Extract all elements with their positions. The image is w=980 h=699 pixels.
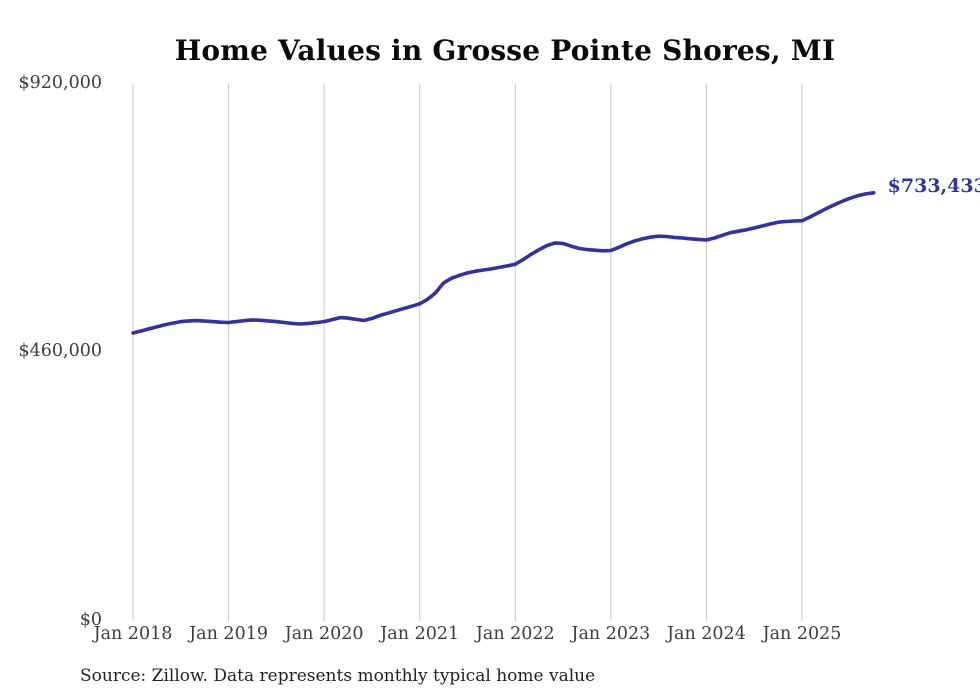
- y-tick-label: $920,000: [18, 73, 102, 94]
- x-tick-label: Jan 2022: [475, 624, 555, 644]
- y-tick-label: $0: [79, 609, 102, 630]
- chart-title: Home Values in Grosse Pointe Shores, MI: [174, 34, 836, 67]
- gridlines: [132, 84, 803, 621]
- source-note: Source: Zillow. Data represents monthly …: [80, 666, 596, 686]
- x-tick-label: Jan 2020: [284, 624, 364, 644]
- x-tick-label: Jan 2024: [667, 624, 746, 644]
- x-tick-label: Jan 2025: [762, 624, 842, 644]
- y-tick-label: $460,000: [18, 341, 102, 362]
- value-line: [131, 191, 876, 335]
- x-tick-label: Jan 2021: [380, 624, 460, 644]
- x-tick-label: Jan 2018: [93, 624, 173, 644]
- x-tick-label: Jan 2023: [571, 624, 651, 644]
- last-value-label: $733,433: [887, 174, 980, 197]
- x-tick-label: Jan 2019: [189, 624, 268, 644]
